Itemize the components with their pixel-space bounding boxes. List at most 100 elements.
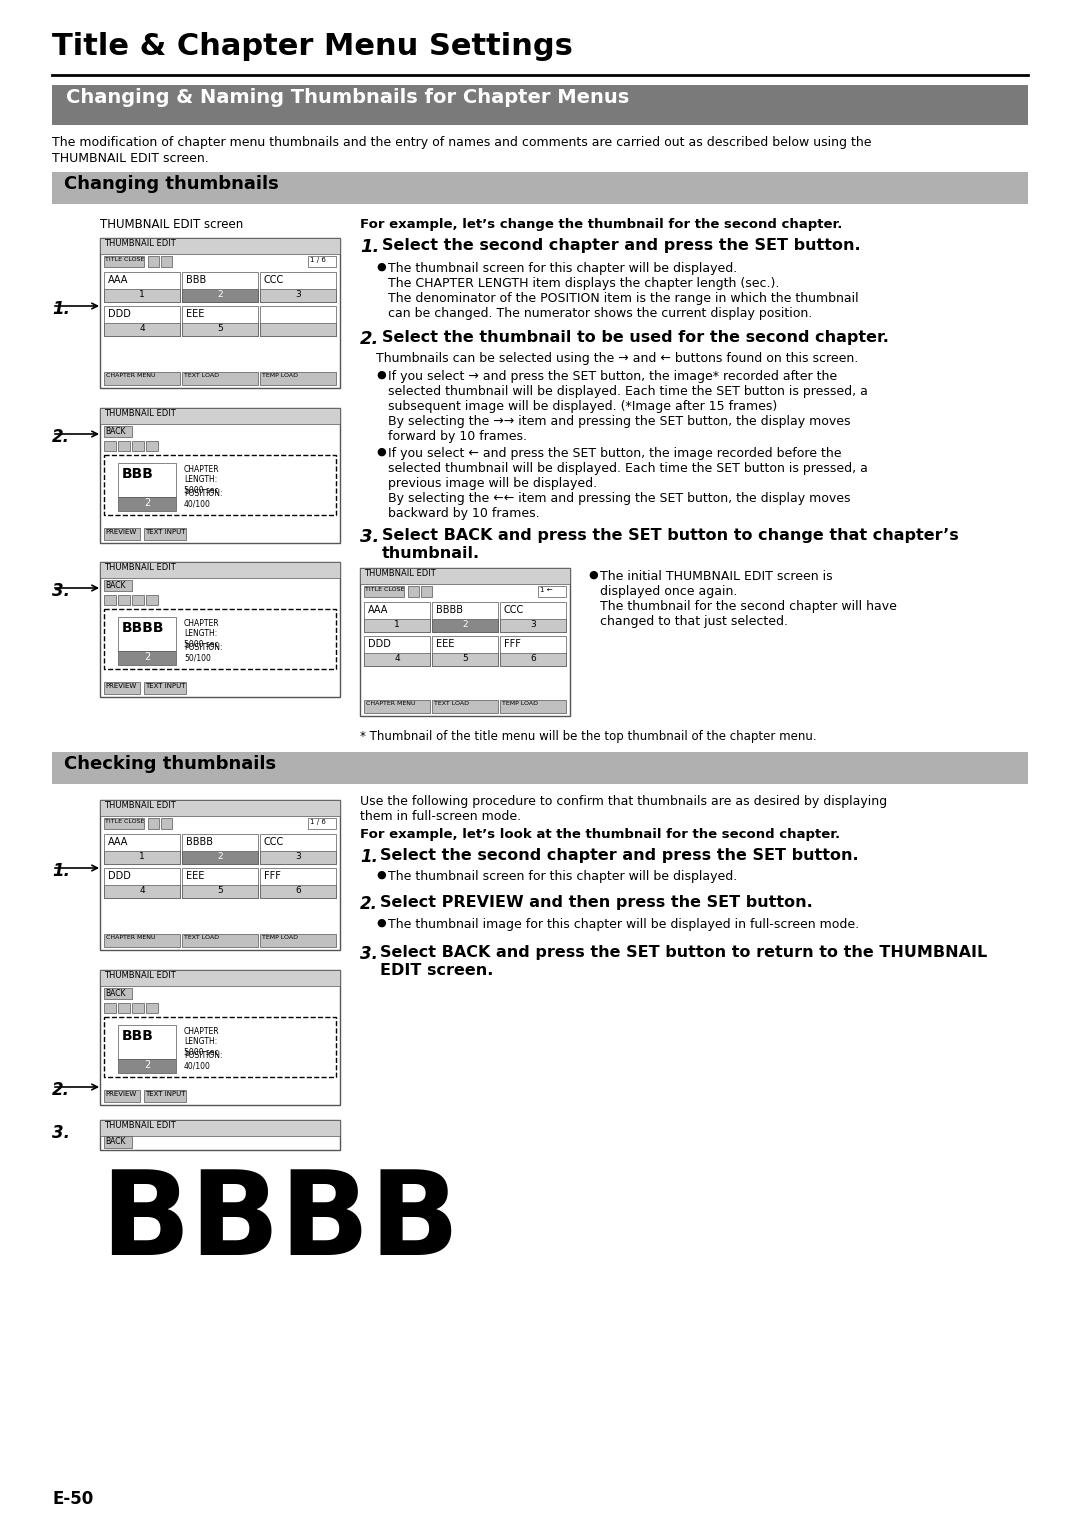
Bar — [104, 1135, 132, 1148]
Bar — [104, 594, 116, 605]
Text: backward by 10 frames.: backward by 10 frames. — [388, 507, 540, 520]
Bar — [538, 587, 566, 597]
Text: CHAPTER
LENGTH:
5000 sec: CHAPTER LENGTH: 5000 sec — [184, 1027, 219, 1057]
Bar — [104, 989, 132, 999]
Bar — [260, 851, 336, 863]
Bar — [118, 617, 176, 651]
Text: changed to that just selected.: changed to that just selected. — [600, 614, 788, 628]
Text: TEXT LOAD: TEXT LOAD — [184, 373, 219, 377]
Bar — [408, 587, 419, 597]
Text: 5: 5 — [217, 324, 222, 333]
Text: TEMP LOAD: TEMP LOAD — [262, 935, 298, 940]
Bar — [100, 1120, 340, 1135]
Text: THUMBNAIL EDIT: THUMBNAIL EDIT — [104, 410, 176, 419]
Text: FFF: FFF — [264, 871, 281, 882]
Bar — [432, 636, 498, 666]
Text: The initial THUMBNAIL EDIT screen is: The initial THUMBNAIL EDIT screen is — [600, 570, 833, 584]
Text: TEXT INPUT: TEXT INPUT — [145, 529, 186, 535]
Text: 2: 2 — [462, 620, 468, 630]
Text: The thumbnail screen for this chapter will be displayed.: The thumbnail screen for this chapter wi… — [388, 261, 738, 275]
Text: 2.: 2. — [52, 428, 70, 446]
Text: PREVIEW: PREVIEW — [105, 529, 136, 535]
Bar — [183, 289, 258, 303]
Bar — [146, 442, 158, 451]
Bar — [104, 371, 180, 385]
Text: 2: 2 — [217, 290, 222, 299]
Text: THUMBNAIL EDIT: THUMBNAIL EDIT — [104, 801, 176, 810]
Bar — [260, 289, 336, 303]
Bar — [104, 681, 140, 694]
Text: 1: 1 — [394, 620, 400, 630]
Text: 1.: 1. — [52, 862, 70, 880]
Text: Select the second chapter and press the SET button.: Select the second chapter and press the … — [382, 238, 861, 254]
Text: Changing & Naming Thumbnails for Chapter Menus: Changing & Naming Thumbnails for Chapter… — [66, 89, 630, 107]
Text: The thumbnail screen for this chapter will be displayed.: The thumbnail screen for this chapter wi… — [388, 869, 738, 883]
Text: 2.: 2. — [360, 330, 379, 348]
Bar — [104, 851, 180, 863]
Text: Checking thumbnails: Checking thumbnails — [64, 755, 276, 773]
Text: BACK: BACK — [105, 989, 125, 998]
Text: EDIT screen.: EDIT screen. — [380, 963, 494, 978]
Bar — [104, 455, 336, 515]
Bar — [183, 322, 258, 336]
Bar — [118, 1025, 176, 1059]
Bar — [100, 562, 340, 578]
Bar — [104, 817, 144, 830]
Text: DDD: DDD — [108, 309, 131, 319]
Bar — [104, 610, 336, 669]
Bar — [104, 934, 180, 947]
Bar — [260, 322, 336, 336]
Bar — [100, 238, 340, 388]
Text: 5: 5 — [462, 654, 468, 663]
Bar — [260, 371, 336, 385]
Text: BBBB: BBBB — [122, 620, 164, 636]
Bar — [364, 636, 430, 666]
Text: 1: 1 — [139, 853, 145, 860]
Bar — [100, 562, 340, 697]
Text: Changing thumbnails: Changing thumbnails — [64, 176, 279, 193]
Text: 3: 3 — [530, 620, 536, 630]
Bar — [104, 272, 180, 303]
Text: Select the second chapter and press the SET button.: Select the second chapter and press the … — [380, 848, 859, 863]
Bar — [364, 602, 430, 633]
Text: ●: ● — [376, 261, 386, 272]
Text: PREVIEW: PREVIEW — [105, 1091, 136, 1097]
Text: 4: 4 — [139, 886, 145, 895]
Text: selected thumbnail will be displayed. Each time the SET button is pressed, a: selected thumbnail will be displayed. Ea… — [388, 461, 868, 475]
Bar — [104, 834, 180, 863]
Bar — [146, 1002, 158, 1013]
Text: BACK: BACK — [105, 1137, 125, 1146]
Bar — [260, 272, 336, 303]
Text: The CHAPTER LENGTH item displays the chapter length (sec.).: The CHAPTER LENGTH item displays the cha… — [388, 277, 780, 290]
Bar — [161, 257, 172, 267]
Bar — [432, 652, 498, 666]
Text: For example, let’s look at the thumbnail for the second chapter.: For example, let’s look at the thumbnail… — [360, 828, 840, 840]
Bar — [100, 408, 340, 542]
Bar — [260, 306, 336, 336]
Text: THUMBNAIL EDIT: THUMBNAIL EDIT — [104, 238, 176, 248]
Text: THUMBNAIL EDIT: THUMBNAIL EDIT — [364, 568, 435, 578]
Bar — [432, 602, 498, 633]
Text: 1.: 1. — [52, 299, 70, 318]
Bar — [100, 970, 340, 1105]
Text: Select PREVIEW and then press the SET button.: Select PREVIEW and then press the SET bu… — [380, 895, 813, 911]
Bar — [132, 1002, 144, 1013]
Text: previous image will be displayed.: previous image will be displayed. — [388, 477, 597, 490]
Bar — [104, 322, 180, 336]
Text: The thumbnail image for this chapter will be displayed in full-screen mode.: The thumbnail image for this chapter wil… — [388, 918, 859, 931]
Bar — [161, 817, 172, 830]
Text: CHAPTER
LENGTH:
5000 sec: CHAPTER LENGTH: 5000 sec — [184, 619, 219, 649]
Bar — [104, 1018, 336, 1077]
Text: If you select ← and press the SET button, the image recorded before the: If you select ← and press the SET button… — [388, 448, 841, 460]
Bar — [500, 602, 566, 633]
Text: BACK: BACK — [105, 581, 125, 590]
Bar — [100, 970, 340, 986]
Text: The thumbnail for the second chapter will have: The thumbnail for the second chapter wil… — [600, 601, 896, 613]
Bar — [364, 619, 430, 633]
Text: 3.: 3. — [52, 1125, 70, 1141]
Text: AAA: AAA — [108, 275, 129, 286]
Bar — [144, 681, 186, 694]
Text: Select the thumbnail to be used for the second chapter.: Select the thumbnail to be used for the … — [382, 330, 889, 345]
Text: them in full-screen mode.: them in full-screen mode. — [360, 810, 522, 824]
Bar — [500, 636, 566, 666]
